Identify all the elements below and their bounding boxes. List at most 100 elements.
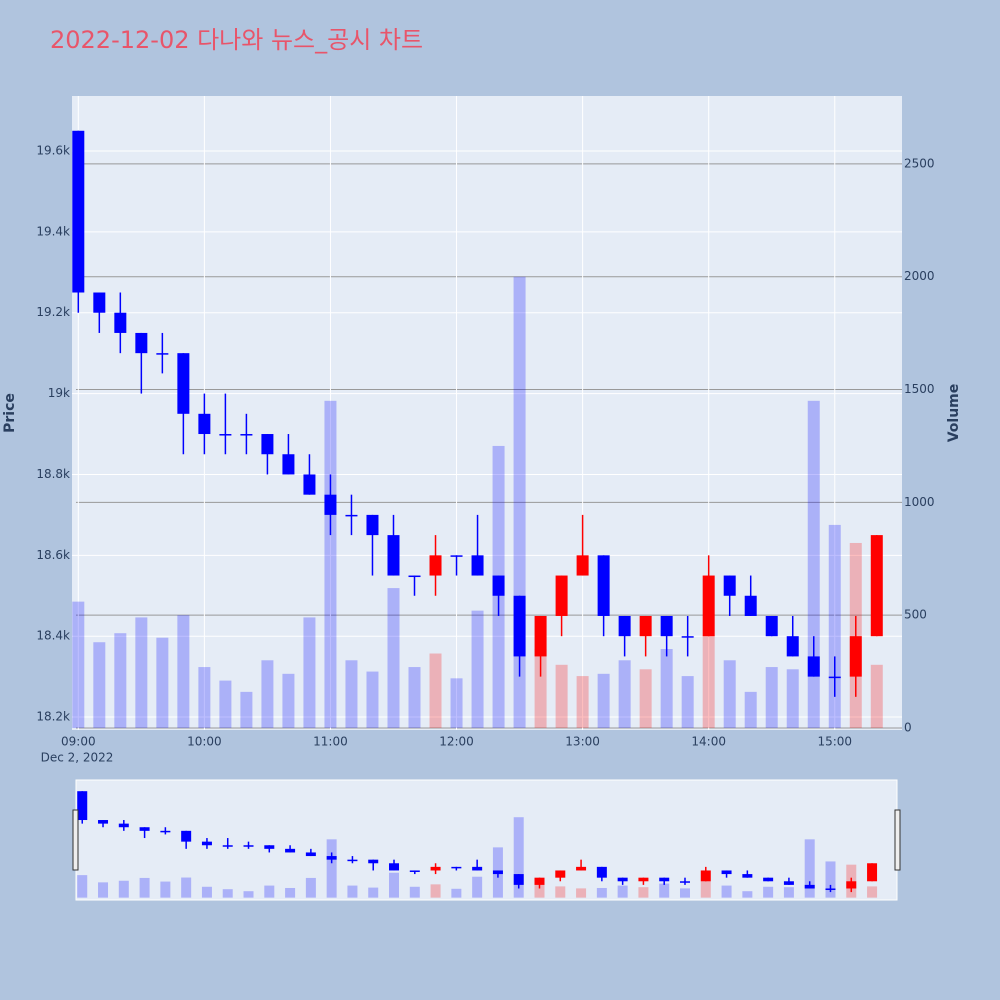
candle-body: [219, 434, 232, 436]
candle-body: [846, 881, 857, 889]
x-date-label: Dec 2, 2022: [41, 751, 114, 765]
candle-body: [867, 863, 878, 882]
candle-body: [77, 791, 88, 821]
volume-bar: [135, 617, 148, 728]
volume-bar: [596, 887, 607, 898]
candle-body: [786, 636, 799, 657]
candle-body: [596, 866, 607, 878]
volume-bar: [201, 886, 212, 898]
y2-tick-label: 1500: [904, 382, 935, 396]
x-tick-label: 13:00: [565, 735, 600, 749]
candle-body: [387, 535, 400, 576]
volume-bar: [98, 882, 109, 898]
volume-bar: [219, 680, 232, 728]
volume-bar: [534, 883, 545, 898]
candle-body: [409, 870, 420, 872]
slider-handle[interactable]: [72, 809, 79, 871]
candle-body: [825, 888, 836, 890]
y-tick-label: 18.8k: [36, 467, 70, 481]
volume-bar: [555, 664, 568, 728]
volume-bar: [450, 678, 463, 728]
volume-bar: [618, 660, 631, 728]
candle-body: [305, 852, 316, 857]
volume-bar: [723, 660, 736, 728]
y-tick-label: 19.4k: [36, 224, 70, 238]
y2-tick-label: 0: [904, 720, 912, 734]
candle-body: [742, 874, 753, 878]
candle-body: [849, 636, 862, 677]
candle-body: [870, 535, 883, 637]
volume-bar: [408, 667, 421, 728]
candle-body: [368, 859, 379, 864]
candle-body: [471, 555, 484, 576]
volume-bar: [264, 885, 275, 898]
candle-body: [303, 474, 316, 495]
candle-body: [804, 884, 815, 889]
candle-body: [324, 494, 337, 515]
candle-body: [681, 636, 694, 638]
candle-body: [513, 595, 526, 657]
candle-body: [222, 845, 233, 847]
volume-bar: [679, 888, 690, 898]
candle-body: [576, 866, 587, 871]
volume-bar: [114, 633, 127, 728]
candle-body: [326, 856, 337, 860]
candle-body: [72, 130, 85, 293]
candle-body: [98, 820, 109, 824]
candle-body: [114, 312, 127, 333]
volume-bar: [576, 676, 589, 728]
volume-bar: [366, 671, 379, 728]
candle-body: [201, 841, 212, 846]
volume-bar: [867, 886, 878, 898]
y2-tick-label: 500: [904, 608, 927, 622]
y-tick-label: 19k: [48, 386, 70, 400]
volume-bar: [534, 649, 547, 728]
volume-bar: [429, 653, 442, 728]
candle-body: [765, 615, 778, 637]
y2-axis-title: Volume: [946, 384, 962, 443]
chart-title: 2022-12-02 다나와 뉴스_공시 차트: [50, 26, 423, 54]
volume-bar: [828, 524, 841, 728]
candle-body: [534, 615, 547, 657]
y2-tick-label: 1000: [904, 495, 935, 509]
volume-bar: [783, 887, 794, 898]
candle-body: [513, 874, 524, 885]
volume-bar: [660, 649, 673, 728]
candle-body: [576, 555, 589, 576]
volume-bar: [77, 875, 88, 898]
volume-bar: [721, 885, 732, 898]
x-tick-label: 09:00: [61, 735, 96, 749]
volume-bar: [303, 617, 316, 728]
candle-body: [721, 870, 732, 875]
volume-bar: [702, 635, 715, 728]
volume-bar: [261, 660, 274, 728]
candle-body: [240, 434, 253, 436]
volume-bar: [409, 886, 420, 898]
candle-body: [702, 575, 715, 637]
candle-body: [555, 870, 566, 878]
volume-bar: [513, 817, 524, 898]
candle-body: [660, 615, 673, 637]
volume-bar: [807, 400, 820, 728]
volume-bar: [160, 881, 171, 898]
volume-bar: [555, 886, 566, 898]
volume-bar: [576, 888, 587, 898]
slider-handle[interactable]: [894, 809, 901, 871]
candle-body: [135, 332, 148, 354]
volume-bar: [700, 881, 711, 898]
candle-body: [177, 353, 190, 414]
volume-bar: [742, 891, 753, 898]
volume-bar: [387, 588, 400, 728]
candle-body: [366, 514, 379, 536]
range-slider[interactable]: [75, 779, 898, 901]
candle-body: [597, 555, 610, 616]
volume-bar: [93, 642, 106, 728]
volume-bar: [285, 887, 296, 898]
candle-body: [345, 514, 358, 517]
candle-body: [347, 859, 358, 862]
volume-bar: [282, 673, 295, 728]
volume-bar: [639, 669, 652, 728]
volume-bar: [617, 885, 628, 898]
candle-body: [617, 877, 628, 882]
